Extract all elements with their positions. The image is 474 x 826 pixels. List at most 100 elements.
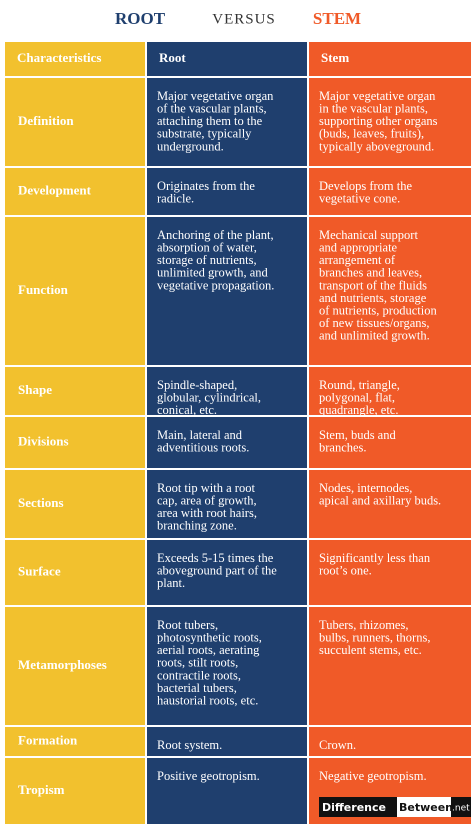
root-text: adventitious roots.	[157, 440, 249, 454]
table-cell	[147, 78, 307, 166]
table-cell	[5, 217, 145, 365]
row-label: Divisions	[18, 433, 69, 448]
comparison-table: Characteristics Root Stem Definition Major v…	[5, 42, 471, 824]
table-cell	[147, 607, 307, 725]
table-cell	[309, 168, 471, 215]
table-cell	[5, 78, 145, 166]
root-text: plant.	[157, 576, 185, 590]
stem-text: quadrangle, etc.	[319, 403, 398, 417]
stem-text: succulent stems, etc.	[319, 643, 422, 657]
table-cell	[5, 758, 145, 824]
stem-text: in the vascular plants,	[319, 101, 428, 115]
root-text: aerial roots, aerating	[157, 643, 260, 657]
logo-text: .net	[452, 804, 470, 814]
root-text: globular, cylindrical,	[157, 390, 261, 404]
header-cell	[147, 42, 307, 76]
root-text: radicle.	[157, 191, 194, 205]
root-text: conical, etc.	[157, 403, 217, 417]
logo: Difference Between .net	[319, 797, 471, 817]
table-cell	[147, 758, 307, 824]
root-text: Positive geotropism.	[157, 769, 260, 783]
header-text: Stem	[321, 50, 349, 65]
root-text: photosynthetic roots,	[157, 630, 262, 644]
row-label: Formation	[18, 732, 78, 747]
title-stem: STEM	[313, 9, 361, 28]
stem-text: and unlimited growth.	[319, 329, 430, 343]
logo-box	[319, 797, 397, 817]
stem-text: Stem, buds and	[319, 428, 396, 442]
root-text: contractile roots,	[157, 668, 241, 682]
title-root: ROOT	[115, 9, 166, 28]
table-cell	[5, 417, 145, 468]
header-cell	[5, 42, 145, 76]
root-text: vegetative propagation.	[157, 278, 274, 292]
stem-text: Crown.	[319, 738, 356, 752]
stem-text: vegetative cone.	[319, 191, 400, 205]
root-text: of the vascular plants,	[157, 101, 267, 115]
table-cell	[309, 78, 471, 166]
root-text: Major vegetative organ	[157, 89, 274, 103]
table-cell	[309, 540, 471, 605]
row-label: Shape	[18, 382, 52, 397]
table-cell	[147, 417, 307, 468]
root-text: roots, stilt roots,	[157, 656, 238, 670]
root-text: Main, lateral and	[157, 428, 243, 442]
table-cell	[309, 727, 471, 756]
table-cell	[309, 417, 471, 468]
root-text: aboveground part of the	[157, 563, 277, 577]
root-text: Root tip with a root	[157, 481, 255, 495]
header-text: Characteristics	[17, 50, 101, 65]
table-cell	[5, 168, 145, 215]
root-text: substrate, typically	[157, 127, 252, 141]
root-text: Root system.	[157, 738, 222, 752]
stem-text: of new tissues/organs,	[319, 316, 430, 330]
stem-text: apical and axillary buds.	[319, 493, 441, 507]
row-label: Function	[18, 282, 69, 297]
root-text: unlimited growth, and	[157, 266, 268, 280]
stem-text: Develops from the	[319, 179, 412, 193]
row-label: Definition	[18, 113, 74, 128]
logo-box	[397, 797, 451, 817]
stem-text: transport of the fluids	[319, 278, 427, 292]
stem-text: branches.	[319, 440, 367, 454]
root-text: bacterial tubers,	[157, 681, 237, 695]
table-cell	[147, 727, 307, 756]
stem-text: arrangement of	[319, 253, 396, 267]
table-cell	[5, 540, 145, 605]
header-text: Root	[159, 50, 186, 65]
logo-box	[451, 797, 471, 817]
stem-text: and appropriate	[319, 240, 398, 254]
stem-text: polygonal, flat,	[319, 390, 395, 404]
row-label: Surface	[18, 563, 61, 578]
table-cell	[5, 727, 145, 756]
logo-text: Between	[399, 801, 453, 814]
table-cell	[147, 168, 307, 215]
stem-text: Tubers, rhizomes,	[319, 618, 408, 632]
table-cell	[147, 367, 307, 415]
root-text: Originates from the	[157, 179, 255, 193]
row-label: Development	[18, 182, 92, 197]
stem-text: and nutrients, storage	[319, 291, 427, 305]
stem-text: Negative geotropism.	[319, 769, 427, 783]
stem-text: Major vegetative organ	[319, 89, 436, 103]
root-text: area with root hairs,	[157, 506, 257, 520]
stem-text: Significantly less than	[319, 551, 431, 565]
table-cell	[147, 217, 307, 365]
table-cell	[5, 607, 145, 725]
title-versus: VERSUS	[212, 11, 276, 27]
root-text: haustorial roots, etc.	[157, 693, 258, 707]
stem-text: supporting other organs	[319, 114, 438, 128]
root-text: attaching them to the	[157, 114, 263, 128]
row-label: Tropism	[18, 782, 65, 797]
root-text: Exceeds 5-15 times the	[157, 551, 274, 565]
stem-text: Mechanical support	[319, 228, 418, 242]
stem-text: (buds, leaves, fruits),	[319, 127, 424, 141]
root-text: storage of nutrients,	[157, 253, 257, 267]
table-cell	[5, 470, 145, 538]
table-cell	[5, 367, 145, 415]
stem-text: branches and leaves,	[319, 266, 422, 280]
table-cell	[147, 470, 307, 538]
root-text: Spindle-shaped,	[157, 378, 237, 392]
table-cell	[147, 540, 307, 605]
logo-text: Difference	[322, 801, 386, 814]
